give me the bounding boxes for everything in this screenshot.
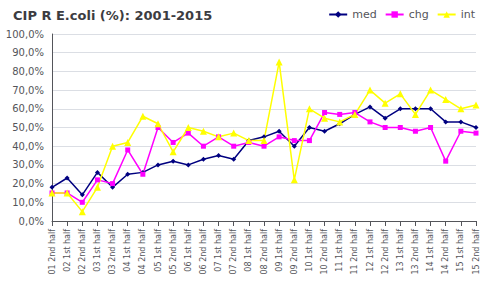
svg-text:int: int (461, 8, 476, 21)
svg-text:03 2nd half: 03 2nd half (108, 229, 117, 275)
svg-text:13 1st half: 13 1st half (396, 229, 405, 272)
svg-text:12 1st half: 12 1st half (366, 229, 375, 272)
svg-text:06 2nd half: 06 2nd half (199, 229, 208, 275)
svg-text:12 2nd half: 12 2nd half (381, 229, 390, 275)
svg-text:90,0%: 90,0% (12, 47, 44, 58)
svg-text:04 1st half: 04 1st half (123, 229, 132, 272)
svg-text:50,0%: 50,0% (12, 122, 44, 133)
svg-text:15 1st half: 15 1st half (456, 229, 465, 272)
svg-text:11 2nd half: 11 2nd half (350, 229, 359, 275)
svg-text:60,0%: 60,0% (12, 103, 44, 114)
svg-text:07 2nd half: 07 2nd half (229, 229, 238, 275)
svg-text:70,0%: 70,0% (12, 85, 44, 96)
svg-text:40,0%: 40,0% (12, 141, 44, 152)
svg-text:14 1st half: 14 1st half (426, 229, 435, 272)
svg-text:80,0%: 80,0% (12, 66, 44, 77)
svg-text:med: med (352, 8, 376, 21)
svg-text:13 2nd half: 13 2nd half (411, 229, 420, 275)
svg-text:09 1st half: 09 1st half (275, 229, 284, 272)
svg-text:01 2nd half: 01 2nd half (48, 229, 57, 275)
svg-text:08 2nd half: 08 2nd half (260, 229, 269, 275)
svg-text:08 1st half: 08 1st half (244, 229, 253, 272)
svg-text:09 2nd half: 09 2nd half (290, 229, 299, 275)
svg-text:04 2nd half: 04 2nd half (138, 229, 147, 275)
svg-text:14 2nd half: 14 2nd half (441, 229, 450, 275)
svg-text:CIP R E.coli (%): 2001-2015: CIP R E.coli (%): 2001-2015 (13, 8, 212, 23)
svg-text:11 1st half: 11 1st half (335, 229, 344, 272)
svg-text:10 2nd half: 10 2nd half (320, 229, 329, 275)
svg-text:05 2nd half: 05 2nd half (169, 229, 178, 275)
svg-text:02 2nd half: 02 2nd half (78, 229, 87, 275)
svg-text:06 1st half: 06 1st half (184, 229, 193, 272)
svg-text:30,0%: 30,0% (12, 159, 44, 170)
svg-text:10,0%: 10,0% (12, 197, 44, 208)
svg-text:03 1st half: 03 1st half (93, 229, 102, 272)
svg-text:100,0%: 100,0% (6, 29, 44, 40)
svg-text:chg: chg (409, 8, 429, 21)
svg-text:20,0%: 20,0% (12, 178, 44, 189)
svg-text:05 1st half: 05 1st half (154, 229, 163, 272)
svg-text:07 1st half: 07 1st half (214, 229, 223, 272)
svg-text:10 1st half: 10 1st half (305, 229, 314, 272)
svg-text:0,0%: 0,0% (19, 216, 44, 227)
svg-text:15 2nd half: 15 2nd half (472, 229, 481, 275)
svg-text:02 1st half: 02 1st half (63, 229, 72, 272)
